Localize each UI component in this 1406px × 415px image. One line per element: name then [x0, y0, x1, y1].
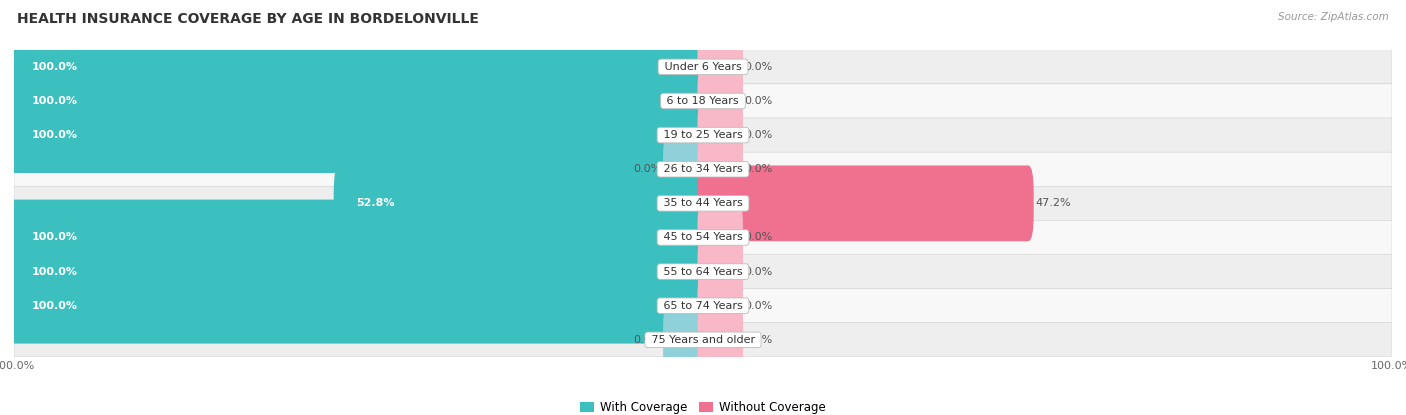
- FancyBboxPatch shape: [697, 302, 742, 378]
- Text: 55 to 64 Years: 55 to 64 Years: [659, 266, 747, 276]
- FancyBboxPatch shape: [333, 166, 709, 241]
- Text: 100.0%: 100.0%: [31, 96, 77, 106]
- Text: 45 to 54 Years: 45 to 54 Years: [659, 232, 747, 242]
- FancyBboxPatch shape: [697, 234, 742, 310]
- Text: Source: ZipAtlas.com: Source: ZipAtlas.com: [1278, 12, 1389, 22]
- FancyBboxPatch shape: [14, 323, 1392, 357]
- FancyBboxPatch shape: [14, 186, 1392, 220]
- Text: 0.0%: 0.0%: [744, 266, 772, 276]
- Text: 0.0%: 0.0%: [744, 301, 772, 311]
- Text: 52.8%: 52.8%: [357, 198, 395, 208]
- Text: 0.0%: 0.0%: [744, 62, 772, 72]
- Text: 0.0%: 0.0%: [634, 164, 662, 174]
- FancyBboxPatch shape: [8, 200, 709, 275]
- FancyBboxPatch shape: [697, 132, 742, 207]
- Text: 47.2%: 47.2%: [1035, 198, 1071, 208]
- FancyBboxPatch shape: [697, 268, 742, 344]
- Text: 100.0%: 100.0%: [31, 232, 77, 242]
- Text: 0.0%: 0.0%: [744, 96, 772, 106]
- Text: 65 to 74 Years: 65 to 74 Years: [659, 301, 747, 311]
- Text: 19 to 25 Years: 19 to 25 Years: [659, 130, 747, 140]
- FancyBboxPatch shape: [14, 84, 1392, 118]
- Text: HEALTH INSURANCE COVERAGE BY AGE IN BORDELONVILLE: HEALTH INSURANCE COVERAGE BY AGE IN BORD…: [17, 12, 479, 27]
- Text: 0.0%: 0.0%: [634, 335, 662, 345]
- FancyBboxPatch shape: [697, 166, 1033, 241]
- FancyBboxPatch shape: [14, 254, 1392, 289]
- FancyBboxPatch shape: [14, 152, 1392, 186]
- Text: 0.0%: 0.0%: [744, 130, 772, 140]
- Text: 100.0%: 100.0%: [31, 130, 77, 140]
- Text: 26 to 34 Years: 26 to 34 Years: [659, 164, 747, 174]
- FancyBboxPatch shape: [8, 63, 709, 139]
- FancyBboxPatch shape: [664, 132, 709, 207]
- Text: 100.0%: 100.0%: [31, 266, 77, 276]
- Text: 35 to 44 Years: 35 to 44 Years: [659, 198, 747, 208]
- Text: 0.0%: 0.0%: [744, 164, 772, 174]
- Text: 100.0%: 100.0%: [31, 301, 77, 311]
- FancyBboxPatch shape: [664, 302, 709, 378]
- FancyBboxPatch shape: [14, 50, 1392, 84]
- Text: 100.0%: 100.0%: [31, 62, 77, 72]
- Text: Under 6 Years: Under 6 Years: [661, 62, 745, 72]
- Text: 0.0%: 0.0%: [744, 232, 772, 242]
- FancyBboxPatch shape: [14, 118, 1392, 152]
- FancyBboxPatch shape: [8, 268, 709, 344]
- FancyBboxPatch shape: [14, 289, 1392, 323]
- FancyBboxPatch shape: [697, 97, 742, 173]
- FancyBboxPatch shape: [8, 234, 709, 310]
- FancyBboxPatch shape: [8, 97, 709, 173]
- FancyBboxPatch shape: [8, 29, 709, 105]
- FancyBboxPatch shape: [14, 220, 1392, 254]
- Text: 0.0%: 0.0%: [744, 335, 772, 345]
- FancyBboxPatch shape: [697, 29, 742, 105]
- Text: 75 Years and older: 75 Years and older: [648, 335, 758, 345]
- Legend: With Coverage, Without Coverage: With Coverage, Without Coverage: [575, 396, 831, 415]
- FancyBboxPatch shape: [697, 200, 742, 275]
- Text: 6 to 18 Years: 6 to 18 Years: [664, 96, 742, 106]
- FancyBboxPatch shape: [697, 63, 742, 139]
